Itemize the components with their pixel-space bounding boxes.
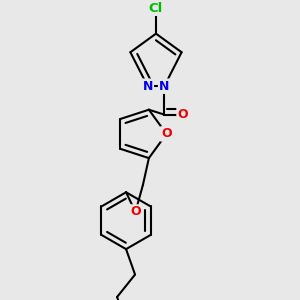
Text: N: N	[159, 80, 169, 93]
Text: N: N	[142, 80, 153, 93]
Text: O: O	[161, 128, 172, 140]
Text: O: O	[130, 206, 141, 218]
Text: Cl: Cl	[149, 2, 163, 15]
Text: O: O	[178, 108, 188, 121]
